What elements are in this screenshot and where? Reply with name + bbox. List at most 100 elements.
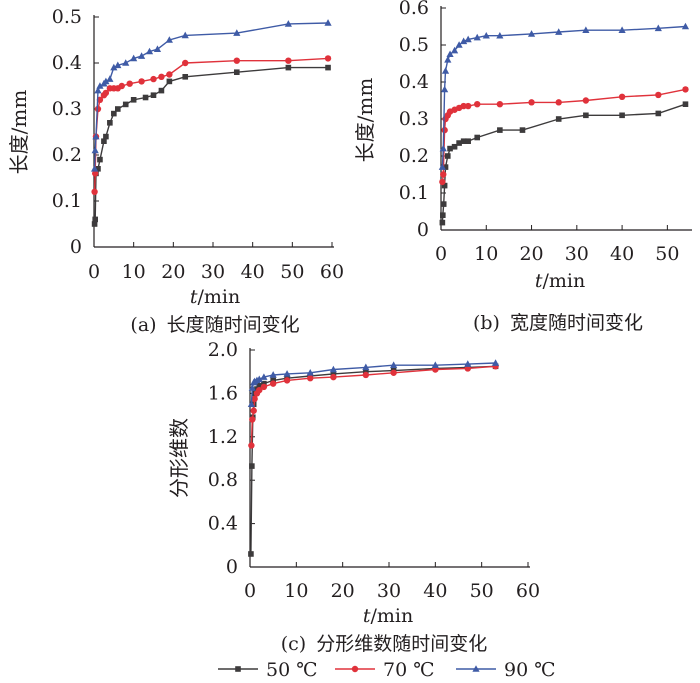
data-point: [95, 166, 101, 172]
y-tick-label: 0.4: [52, 52, 82, 74]
y-tick-label: 0: [417, 219, 429, 241]
data-point: [138, 78, 145, 85]
x-axis-label-symbol: t: [363, 605, 371, 627]
data-point: [96, 82, 104, 89]
data-point: [330, 371, 337, 377]
data-point: [450, 46, 459, 54]
y-axis-label: 长度/mm: [353, 78, 377, 163]
data-point: [122, 59, 130, 66]
x-tick-label: 40: [610, 243, 634, 265]
panel-caption-label: (b): [473, 312, 500, 334]
y-tick-label: 0: [226, 556, 238, 578]
data-point: [249, 416, 256, 423]
data-point: [460, 138, 467, 144]
legend-swatch-marker: [351, 665, 359, 673]
data-point: [329, 365, 337, 373]
data-point: [473, 33, 481, 41]
data-point: [306, 368, 314, 376]
data-point: [464, 35, 472, 43]
data-point: [442, 164, 449, 170]
data-point: [307, 375, 314, 382]
data-point: [655, 110, 662, 117]
x-axis-label: t/min: [535, 270, 585, 292]
x-axis-label: t/min: [363, 605, 413, 627]
data-point: [94, 105, 102, 113]
data-point: [681, 22, 690, 30]
data-point: [248, 442, 255, 449]
data-point: [122, 101, 129, 108]
panel-caption: (b) 宽度随时间变化: [473, 312, 643, 334]
x-tick-label: 40: [423, 580, 447, 602]
data-point: [390, 369, 397, 376]
data-point: [555, 99, 562, 106]
data-point: [102, 77, 110, 85]
data-point: [158, 87, 165, 94]
x-tick-label: 0: [435, 243, 447, 265]
data-point: [166, 71, 173, 78]
x-tick-label: 60: [516, 580, 540, 602]
series-3: [90, 19, 332, 172]
data-point: [474, 101, 481, 108]
data-point: [91, 146, 99, 154]
legend-label: 50 ℃: [266, 659, 317, 681]
y-tick-label: 1.6: [208, 382, 238, 404]
data-point: [269, 371, 277, 378]
x-tick-label: 30: [565, 243, 589, 265]
y-tick-label: 0: [70, 236, 82, 258]
data-point: [682, 101, 689, 107]
data-point: [107, 120, 113, 126]
data-point: [142, 94, 149, 101]
data-point: [519, 127, 526, 133]
data-point: [181, 31, 189, 39]
y-tick-label: 0.1: [399, 182, 429, 204]
data-point: [249, 463, 255, 469]
x-tick-label: 60: [320, 261, 344, 283]
data-point: [92, 216, 98, 223]
legend-swatch-marker: [472, 665, 480, 672]
data-point: [126, 80, 133, 87]
x-tick-label: 50: [280, 261, 304, 283]
panel-a: 0 10 20 30 40 50 60 0 0.1 0.2 0.3 0.4 0.5 t/min 长度/mm (…: [7, 6, 344, 336]
panel-caption-text: 分形维数随时间变化: [316, 633, 487, 655]
data-point: [182, 74, 189, 80]
data-point: [583, 112, 589, 119]
data-point: [455, 41, 463, 48]
legend: 50 ℃ 70 ℃ 90 ℃: [218, 659, 555, 681]
panel-caption: (c) 分形维数随时间变化: [281, 633, 487, 655]
data-point: [130, 97, 137, 103]
data-point: [91, 188, 98, 195]
data-point: [497, 127, 503, 133]
data-point: [325, 64, 331, 71]
series-2: [248, 363, 499, 449]
data-point: [91, 221, 98, 227]
y-axis-label: 长度/mm: [7, 90, 31, 175]
data-point: [441, 67, 450, 74]
data-point: [92, 132, 100, 140]
series-line: [93, 66, 328, 225]
data-point: [138, 52, 146, 59]
data-point: [441, 182, 448, 189]
y-tick-label: 0.8: [208, 469, 238, 491]
data-point: [234, 69, 240, 75]
data-point: [474, 134, 481, 141]
data-point: [94, 86, 102, 94]
data-point: [447, 145, 453, 152]
data-point: [182, 59, 189, 67]
data-point: [251, 395, 258, 403]
data-point: [110, 63, 118, 71]
x-axis-label-unit: /min: [197, 286, 240, 308]
legend-label: 70 ℃: [383, 659, 434, 681]
data-point: [444, 153, 451, 159]
x-tick-label: 0: [88, 261, 100, 283]
x-axis-label-unit: /min: [542, 270, 585, 292]
data-point: [363, 368, 369, 375]
data-point: [250, 407, 257, 414]
y-tick-label: 0.4: [399, 71, 429, 93]
y-tick-label: 0.5: [52, 6, 82, 28]
panel-caption: (a) 长度随时间变化: [130, 314, 299, 336]
y-tick-label: 0.3: [52, 98, 82, 120]
data-point: [440, 201, 447, 207]
y-tick-label: 0.2: [399, 145, 429, 167]
data-point: [440, 212, 446, 218]
data-point: [439, 178, 446, 186]
